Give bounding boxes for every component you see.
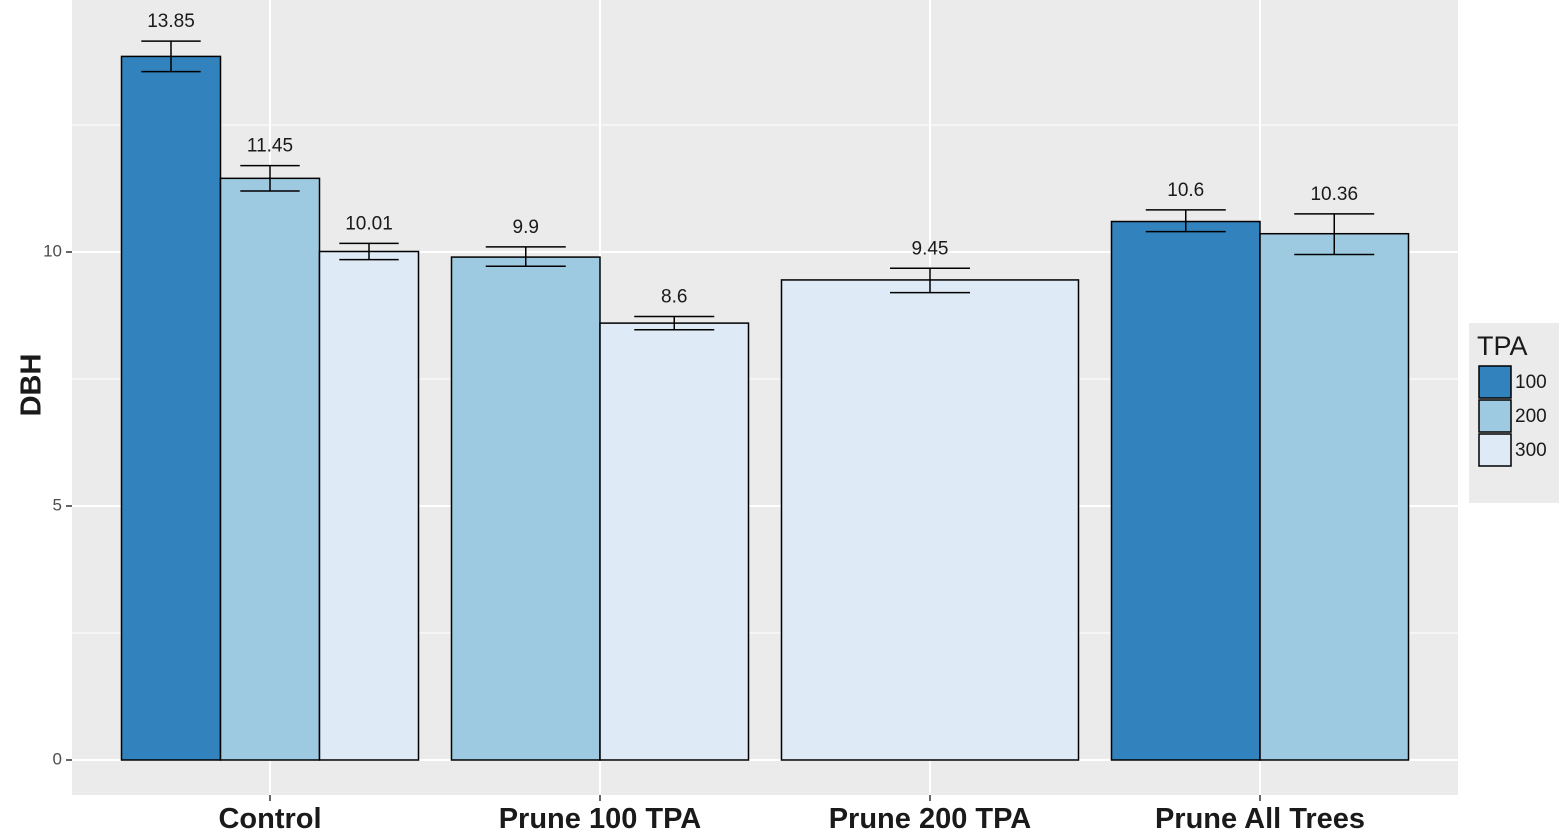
x-tick-label-2: Prune 200 TPA <box>829 803 1032 833</box>
bars-layer <box>120 55 1410 761</box>
error-bar-3-1 <box>1294 213 1375 256</box>
bar-0-1 <box>219 177 321 761</box>
y-tick-label-0: 0 <box>53 749 62 768</box>
x-tick-label-1: Prune 100 TPA <box>499 803 702 833</box>
error-bars-layer <box>141 40 1375 331</box>
error-bar-0-2 <box>339 242 399 261</box>
y-tick-label-1: 5 <box>53 495 62 514</box>
value-label-0-1: 11.45 <box>247 136 293 157</box>
error-bar-2-0 <box>890 267 970 294</box>
value-label-3-1: 10.36 <box>1310 184 1358 205</box>
y-tick-label-2: 10 <box>43 241 62 260</box>
error-bar-0-1 <box>240 164 300 192</box>
bar-0-0 <box>120 55 222 761</box>
x-tick-label-0: Control <box>218 803 321 833</box>
x-tick-label-3: Prune All Trees <box>1155 803 1365 833</box>
bar-0-2 <box>318 250 420 761</box>
y-axis-title: DBH <box>16 354 48 417</box>
error-bar-1-0 <box>485 246 566 267</box>
legend-label-300: 300 <box>1515 440 1547 461</box>
legend-items: 100 200 300 <box>1478 365 1547 467</box>
value-label-3-0: 10.6 <box>1167 180 1204 201</box>
legend-title: TPA <box>1477 331 1528 361</box>
legend-label-100: 100 <box>1515 372 1547 393</box>
bar-1-0 <box>450 256 601 761</box>
x-axis: Control Prune 100 TPA Prune 200 TPA Prune A… <box>218 795 1365 833</box>
value-label-0-0: 13.85 <box>147 11 195 32</box>
bar-1-1 <box>599 322 750 761</box>
bar-2-0 <box>780 279 1080 761</box>
value-label-1-0: 9.9 <box>513 217 539 238</box>
value-label-1-1: 8.6 <box>661 287 687 308</box>
legend-key-100 <box>1478 365 1512 399</box>
error-bar-0-0 <box>141 40 201 73</box>
bar-3-0 <box>1110 220 1261 761</box>
value-label-2-0: 9.45 <box>912 238 949 259</box>
legend: TPA 100 200 300 <box>1469 323 1559 503</box>
bar-3-1 <box>1259 232 1410 761</box>
legend-label-200: 200 <box>1515 406 1547 427</box>
error-bar-3-0 <box>1145 209 1226 233</box>
error-bar-1-1 <box>634 315 715 331</box>
value-label-0-2: 10.01 <box>345 213 393 234</box>
y-axis: 0 5 10 <box>43 241 72 768</box>
value-labels-layer: 13.85 11.45 10.01 9.9 8.6 9.45 10.6 10.36 <box>147 11 1358 307</box>
legend-key-200 <box>1478 399 1512 433</box>
legend-key-300 <box>1478 433 1512 467</box>
